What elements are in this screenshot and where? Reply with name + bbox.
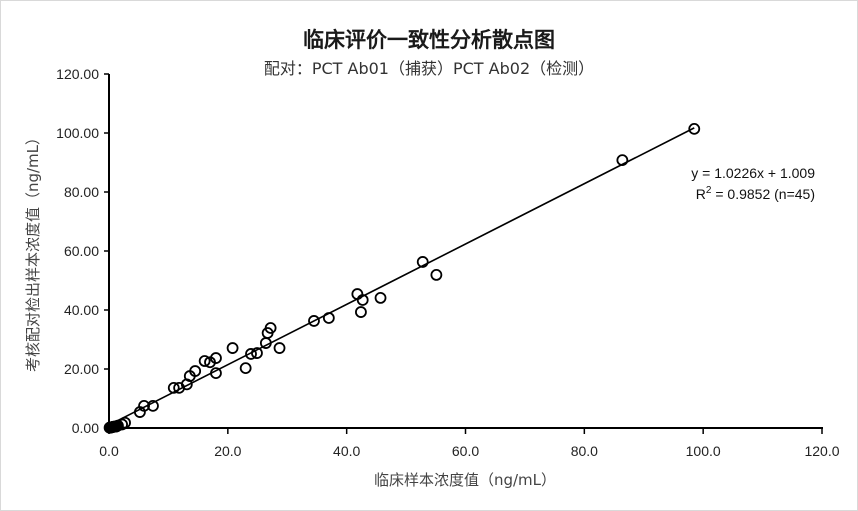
trendline-path: [108, 127, 695, 426]
trendline: [108, 127, 695, 426]
chart-title: 临床评价一致性分析散点图: [303, 28, 555, 52]
y-tick-label: 0.00: [72, 420, 99, 436]
data-point: [239, 362, 252, 375]
data-point: [147, 399, 159, 412]
x-tick-label: 100.0: [686, 443, 721, 459]
data-point: [616, 154, 629, 167]
x-tick-label: 20.0: [214, 443, 241, 459]
data-point: [251, 347, 263, 359]
data-point: [245, 348, 257, 360]
data-point: [110, 420, 123, 433]
trendline-equation: y = 1.0226x + 1.009: [691, 165, 815, 181]
y-tick-label: 20.00: [64, 361, 99, 377]
y-tick-label: 40.00: [64, 302, 99, 318]
data-point: [273, 342, 286, 354]
chart-subtitle: 配对：PCT Ab01（捕获）PCT Ab02（检测）: [263, 59, 595, 78]
data-point: [688, 122, 701, 135]
y-tick-label: 120.00: [56, 66, 99, 82]
axes: 0.00 20.00 40.00 60.00 80.00 100.00 120.00 0.0 2…: [56, 66, 840, 459]
y-tick-label: 60.00: [64, 243, 99, 259]
data-points: [103, 122, 701, 434]
data-point: [264, 322, 277, 334]
data-point: [210, 352, 222, 364]
data-point: [226, 342, 239, 354]
data-point: [138, 399, 150, 412]
y-tick-label: 80.00: [64, 184, 99, 200]
data-point: [189, 365, 202, 377]
x-axis-title: 临床样本浓度值（ng/mL）: [374, 471, 556, 489]
data-point: [430, 268, 443, 281]
data-point: [416, 256, 429, 268]
data-point: [198, 355, 211, 367]
data-point: [374, 292, 387, 304]
x-tick-label: 60.0: [452, 443, 479, 459]
x-tick-label: 40.0: [333, 443, 360, 459]
data-point: [210, 367, 222, 380]
x-tick-label: 80.0: [571, 443, 598, 459]
data-point: [308, 315, 320, 327]
data-point: [167, 381, 180, 394]
x-tick-label: 120.0: [804, 443, 839, 459]
data-point: [322, 312, 335, 324]
y-tick-label: 100.00: [56, 125, 99, 141]
data-point: [355, 306, 367, 318]
r-squared-label: R2 = 0.9852 (n=45): [696, 185, 815, 202]
x-tick-label: 0.0: [99, 443, 119, 459]
y-axis-title: 考核配对检出样本浓度值（ng/mL）: [24, 130, 42, 372]
data-point: [356, 294, 369, 306]
